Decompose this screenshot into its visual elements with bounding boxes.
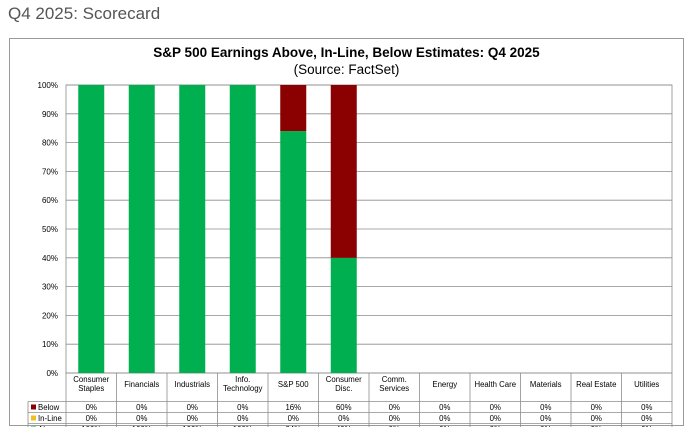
y-tick-label: 40% [42, 254, 58, 263]
data-label: 0% [187, 403, 198, 412]
bar-above-4 [280, 131, 307, 373]
data-label: 84% [285, 425, 301, 427]
category-label: Technology [223, 384, 263, 393]
data-label: 0% [237, 403, 248, 412]
data-label: 0% [389, 414, 400, 423]
data-label: 0% [86, 414, 97, 423]
data-label: 0% [540, 425, 551, 427]
data-label: 0% [641, 425, 652, 427]
data-label: 0% [136, 403, 147, 412]
category-label: Comm. [382, 375, 407, 384]
chart-title: S&P 500 Earnings Above, In-Line, Below E… [153, 45, 540, 60]
data-label: 0% [439, 403, 450, 412]
category-label: S&P 500 [278, 380, 309, 389]
legend-key-in-line [31, 415, 36, 421]
y-tick-label: 100% [38, 81, 58, 90]
data-label: 0% [490, 403, 501, 412]
data-label: 0% [338, 414, 349, 423]
category-label: Materials [530, 380, 562, 389]
chart-subtitle: (Source: FactSet) [293, 62, 400, 77]
y-tick-label: 50% [42, 225, 58, 234]
y-tick-label: 70% [42, 167, 58, 176]
category-label: Info. [235, 375, 250, 384]
data-label: 0% [187, 414, 198, 423]
data-label: 0% [439, 414, 450, 423]
y-tick-label: 0% [46, 369, 58, 378]
category-label: Services [379, 384, 409, 393]
y-tick-label: 60% [42, 196, 58, 205]
legend-key-below [31, 404, 36, 410]
data-label: 0% [86, 403, 97, 412]
bar-above-5 [330, 257, 357, 373]
data-label: 0% [288, 414, 299, 423]
category-label: Energy [432, 380, 457, 389]
bar-above-1 [128, 85, 155, 373]
category-label: Consumer [326, 375, 362, 384]
data-label: 0% [439, 425, 450, 427]
category-label: Real Estate [576, 380, 616, 389]
category-label: Staples [78, 384, 104, 393]
data-label: 0% [591, 414, 602, 423]
chart-svg: 0% 10% 20% 30% 40% 50% 60% 70% 80% 90% 100% Consume… [27, 81, 673, 427]
y-tick-label: 90% [42, 110, 58, 119]
y-tick-label: 10% [42, 340, 58, 349]
data-label: 0% [490, 425, 501, 427]
data-label: 100% [81, 425, 101, 427]
category-label: Utilities [634, 380, 659, 389]
y-tick-label: 30% [42, 283, 58, 292]
data-label: 0% [389, 403, 400, 412]
data-label: 0% [641, 414, 652, 423]
chart-container: S&P 500 Earnings Above, In-Line, Below E… [9, 38, 684, 427]
data-label: 0% [490, 414, 501, 423]
bar-below-5 [330, 85, 357, 258]
bar-above-2 [179, 85, 206, 373]
data-label: 0% [540, 403, 551, 412]
data-label: 0% [641, 403, 652, 412]
data-label: 0% [237, 414, 248, 423]
y-tick-label: 80% [42, 139, 58, 148]
data-label: 16% [285, 403, 301, 412]
legend-label: Below [38, 403, 60, 412]
bar-below-4 [280, 85, 307, 132]
category-label: Financials [124, 380, 159, 389]
page-title: Q4 2025: Scorecard [8, 4, 161, 23]
data-label: 0% [591, 425, 602, 427]
data-label: 0% [389, 425, 400, 427]
category-label: Consumer [73, 375, 109, 384]
data-label: 0% [540, 414, 551, 423]
category-label: Health Care [474, 380, 516, 389]
legend-label: Above [38, 425, 60, 427]
data-label: 100% [182, 425, 202, 427]
data-label: 100% [233, 425, 253, 427]
legend-key-above [31, 426, 36, 427]
data-label: 60% [336, 403, 352, 412]
data-label: 100% [132, 425, 152, 427]
data-label: 0% [591, 403, 602, 412]
data-label: 40% [336, 425, 352, 427]
category-label: Disc. [335, 384, 352, 393]
category-label: Industrials [174, 380, 210, 389]
legend-label: In-Line [38, 414, 62, 423]
bar-above-3 [229, 85, 256, 373]
data-label: 0% [136, 414, 147, 423]
bar-above-0 [78, 85, 105, 373]
y-tick-label: 20% [42, 311, 58, 320]
